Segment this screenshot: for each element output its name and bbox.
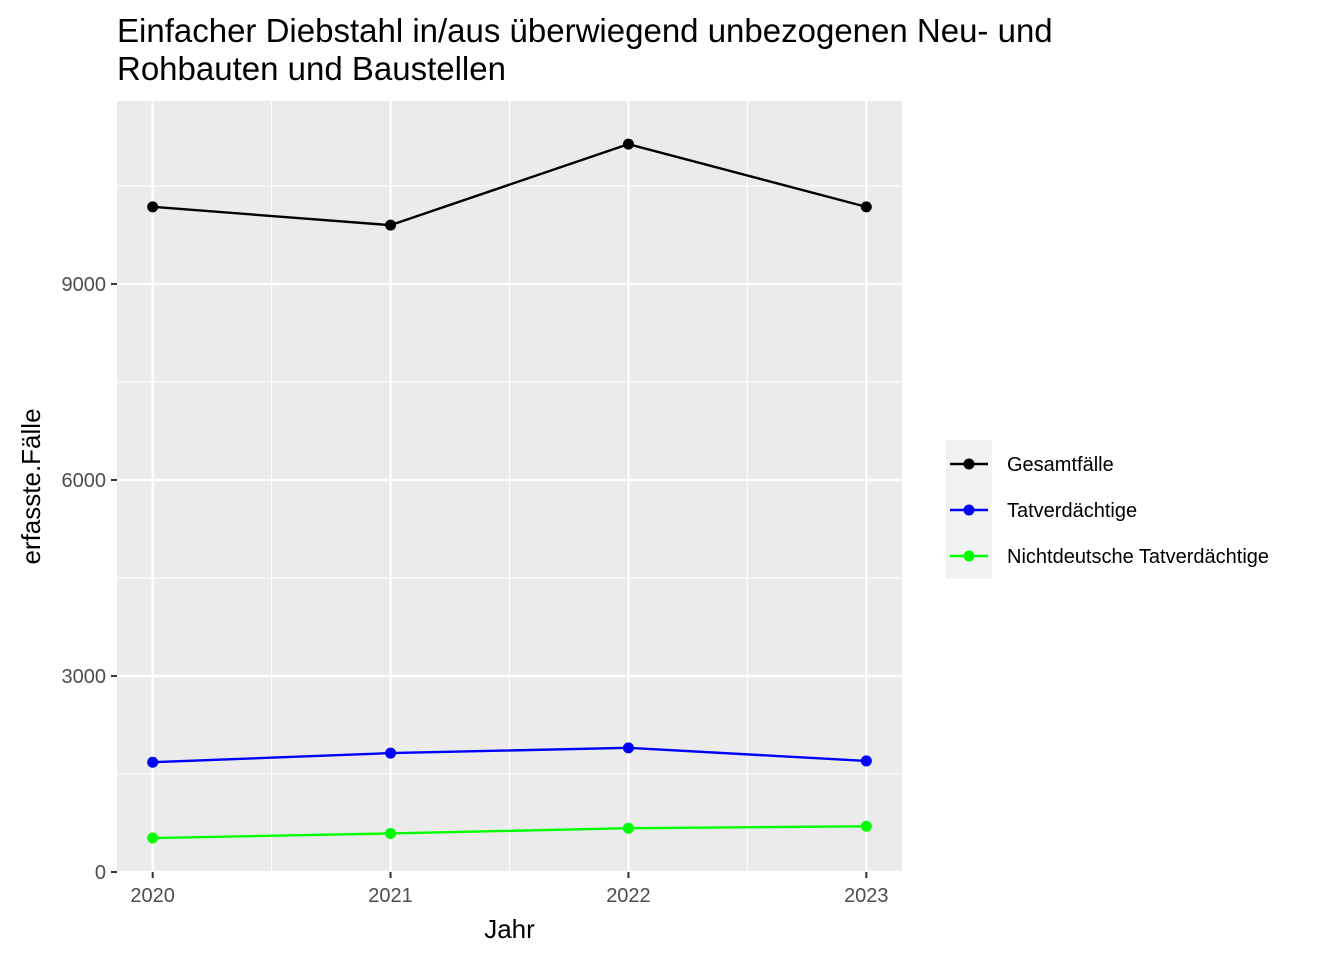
y-axis: 0 3000 6000 9000	[62, 274, 117, 884]
legend-key-point	[963, 550, 975, 562]
data-point	[385, 827, 397, 839]
legend-key-point	[963, 504, 975, 516]
x-tick-label: 2020	[130, 885, 175, 907]
series-2	[147, 742, 872, 768]
data-point	[622, 742, 634, 754]
series-layer	[147, 138, 872, 844]
series-line	[152, 746, 867, 764]
series-3	[147, 820, 872, 844]
series-1	[147, 138, 872, 231]
data-point	[147, 201, 159, 213]
data-point	[385, 747, 397, 759]
legend-label: Gesamtfälle	[1007, 454, 1114, 476]
data-point	[860, 755, 872, 767]
chart-title-line-1: Einfacher Diebstahl in/aus überwiegend u…	[117, 12, 1053, 49]
chart-title-line-2: Rohbauten und Baustellen	[117, 50, 506, 87]
data-point	[147, 832, 159, 844]
x-tick-label: 2022	[606, 885, 651, 907]
y-tick-label: 9000	[62, 274, 107, 296]
chart-title: Einfacher Diebstahl in/aus überwiegend u…	[117, 12, 1053, 87]
legend-label: Tatverdächtige	[1007, 500, 1137, 522]
data-point	[385, 219, 397, 231]
y-tick-label: 3000	[62, 666, 107, 688]
x-axis-title: Jahr	[484, 914, 535, 944]
x-tick-label: 2023	[844, 885, 889, 907]
legend: Gesamtfälle Tatverdächtige Nichtdeutsche T…	[946, 440, 1269, 579]
series-line	[152, 825, 867, 840]
data-point	[622, 822, 634, 834]
data-point	[622, 138, 634, 150]
data-point	[860, 820, 872, 832]
data-point	[860, 201, 872, 213]
minor-gridlines	[117, 101, 902, 872]
series-line	[152, 142, 867, 227]
x-axis: 2020 2021 2022 2023	[130, 872, 889, 907]
y-axis-title: erfasste.Fälle	[16, 408, 46, 564]
y-tick-label: 0	[95, 862, 106, 884]
legend-label: Nichtdeutsche Tatverdächtige	[1007, 546, 1269, 568]
y-tick-label: 6000	[62, 470, 107, 492]
x-tick-label: 2021	[368, 885, 413, 907]
legend-key-point	[963, 458, 975, 470]
data-point	[147, 756, 159, 768]
major-gridlines	[117, 101, 902, 874]
